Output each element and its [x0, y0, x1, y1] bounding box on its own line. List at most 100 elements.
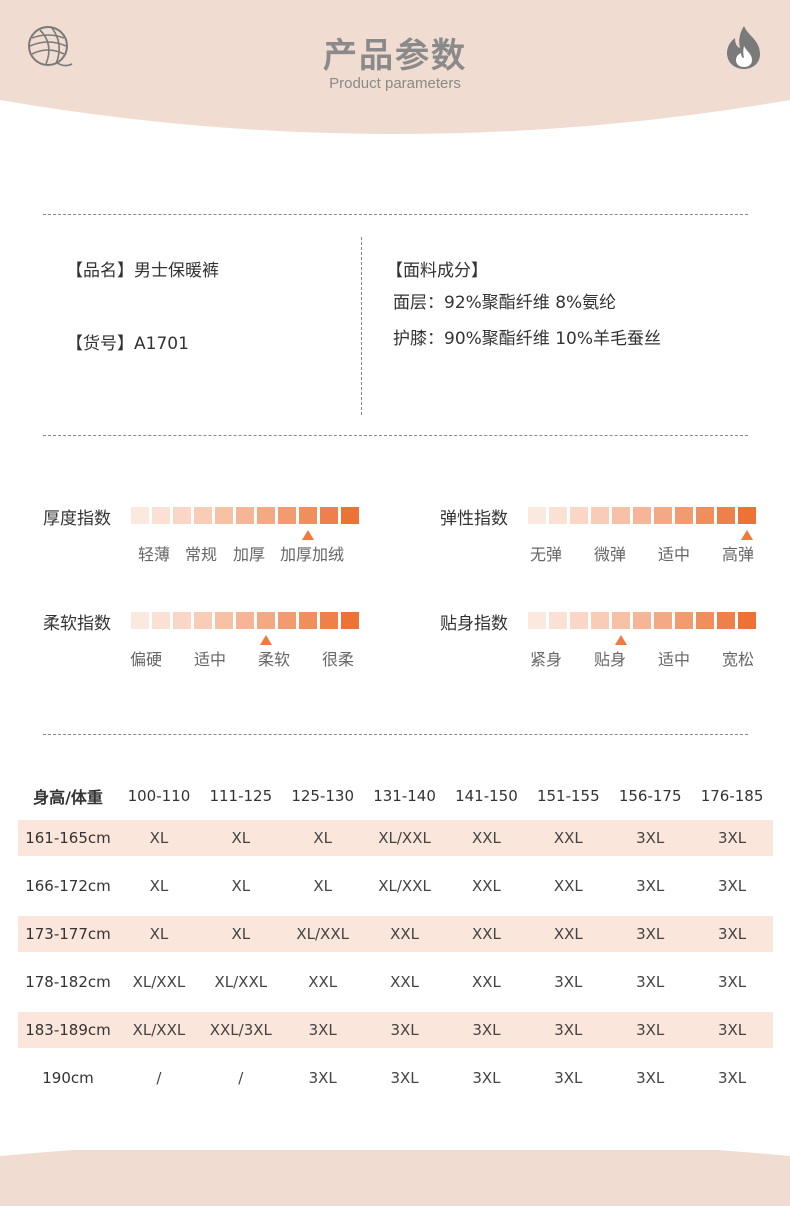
size-table-corner: 身高/体重	[33, 788, 103, 807]
tick-label: 轻薄	[137, 545, 170, 564]
size-cell: XL	[313, 877, 332, 895]
row-spacer-cell	[18, 904, 773, 916]
size-cell: XXL	[471, 973, 501, 991]
size-cell: XL	[281, 820, 364, 856]
tick-label: 紧身	[529, 650, 562, 669]
product-code-label: 【货号】	[66, 334, 134, 354]
product-name-label: 【品名】	[66, 261, 134, 281]
size-cell: 3XL	[554, 1069, 583, 1087]
level-marker-icon	[741, 530, 753, 540]
size-cell: XXL	[445, 820, 528, 856]
index-scale-fit	[528, 612, 756, 629]
weight-column-header: 125-130	[291, 787, 355, 805]
row-spacer	[18, 904, 773, 916]
scale-segment	[696, 612, 714, 629]
tick-label: 宽松	[721, 650, 754, 669]
scale-segment	[675, 612, 693, 629]
scale-segment	[320, 507, 338, 524]
weight-column-header: 141-150	[455, 787, 518, 805]
weight-column-header: 100-110	[127, 787, 191, 805]
row-spacer	[18, 1000, 773, 1012]
row-spacer	[18, 952, 773, 964]
size-cell: 3XL	[390, 1069, 419, 1087]
table-row: 161-165cm XL XL XL XL/XXL XXL XXL 3XL 3XL	[18, 820, 773, 856]
fabric-title: 【面料成分】	[386, 261, 488, 281]
scale-segment	[257, 612, 275, 629]
size-cell: 3XL	[445, 1012, 528, 1048]
weight-column-header: 176-185	[700, 787, 764, 805]
row-spacer-cell	[18, 1048, 773, 1060]
row-spacer-cell	[18, 856, 773, 868]
size-cell: XL	[199, 916, 282, 952]
table-row: 183-189cm XL/XXL XXL/3XL 3XL 3XL 3XL 3XL 3XL 3XL	[18, 1012, 773, 1048]
tick-label: 柔软	[257, 650, 290, 669]
size-cell: 3XL	[636, 973, 665, 991]
level-marker-icon	[615, 635, 627, 645]
scale-segment	[612, 507, 630, 524]
size-cell: 3XL	[609, 916, 692, 952]
scale-segment	[717, 507, 735, 524]
size-cell: 3XL	[554, 973, 583, 991]
height-cell: 178-182cm	[25, 973, 111, 991]
index-label-thickness: 厚度指数	[43, 509, 111, 529]
divider-top	[43, 214, 748, 215]
size-table-header: 身高/体重 100-110 111-125 125-130 131-140 14…	[18, 772, 773, 820]
size-cell: 3XL	[636, 1069, 665, 1087]
size-cell: XL/XXL	[118, 1012, 200, 1048]
height-cell: 173-177cm	[18, 916, 118, 952]
scale-segment	[738, 507, 756, 524]
size-cell: 3XL	[691, 1012, 773, 1048]
scale-segment	[528, 507, 546, 524]
index-scale-softness	[131, 612, 359, 629]
scale-segment	[654, 612, 672, 629]
height-cell: 166-172cm	[25, 877, 111, 895]
scale-segment	[299, 507, 317, 524]
size-cell: XL/XXL	[132, 973, 186, 991]
table-row: 173-177cm XL XL XL/XXL XXL XXL XXL 3XL 3XL	[18, 916, 773, 952]
scale-segment	[236, 612, 254, 629]
scale-segment	[173, 507, 191, 524]
tick-label: 适中	[657, 545, 690, 564]
scale-segment	[738, 612, 756, 629]
divider-bottom	[43, 734, 748, 735]
tick-label: 偏硬	[129, 650, 162, 669]
tick-label: 微弹	[593, 545, 626, 564]
size-cell: XL/XXL	[281, 916, 364, 952]
scale-segment	[131, 507, 149, 524]
tick-label: 适中	[193, 650, 226, 669]
scale-segment	[278, 612, 296, 629]
scale-segment	[152, 612, 170, 629]
scale-segment	[549, 507, 567, 524]
scale-segment	[194, 507, 212, 524]
scale-segment	[654, 507, 672, 524]
tick-label: 加厚	[232, 545, 265, 564]
size-cell: 3XL	[717, 1069, 747, 1087]
size-cell: XL	[199, 820, 282, 856]
height-cell: 183-189cm	[18, 1012, 118, 1048]
product-code-row: 【货号】A1701	[66, 329, 189, 354]
scale-segment	[278, 507, 296, 524]
scale-segment	[299, 612, 317, 629]
scale-segment	[570, 507, 588, 524]
index-label-fit: 贴身指数	[440, 614, 508, 634]
size-cell: XL/XXL	[363, 820, 446, 856]
scale-segment	[591, 612, 609, 629]
size-cell: XL	[149, 877, 169, 895]
divider-vertical	[361, 237, 362, 415]
scale-segment	[633, 612, 651, 629]
scale-segment	[528, 612, 546, 629]
size-cell: 3XL	[281, 1012, 364, 1048]
divider-middle	[43, 435, 748, 436]
size-cell: XXL	[527, 916, 610, 952]
scale-segment	[612, 612, 630, 629]
weight-column-header: 131-140	[373, 787, 436, 805]
size-cell: XL/XXL	[378, 877, 431, 895]
size-cell: 3XL	[609, 820, 692, 856]
size-cell: XL	[118, 820, 200, 856]
flame-icon	[727, 26, 760, 69]
page-title: 产品参数	[323, 36, 467, 76]
yarn-ball-icon	[28, 26, 73, 67]
product-name-row: 【品名】男士保暖裤	[66, 256, 219, 281]
table-row: 190cm / / 3XL 3XL 3XL 3XL 3XL 3XL	[18, 1060, 773, 1096]
tick-label: 很柔	[321, 650, 354, 669]
